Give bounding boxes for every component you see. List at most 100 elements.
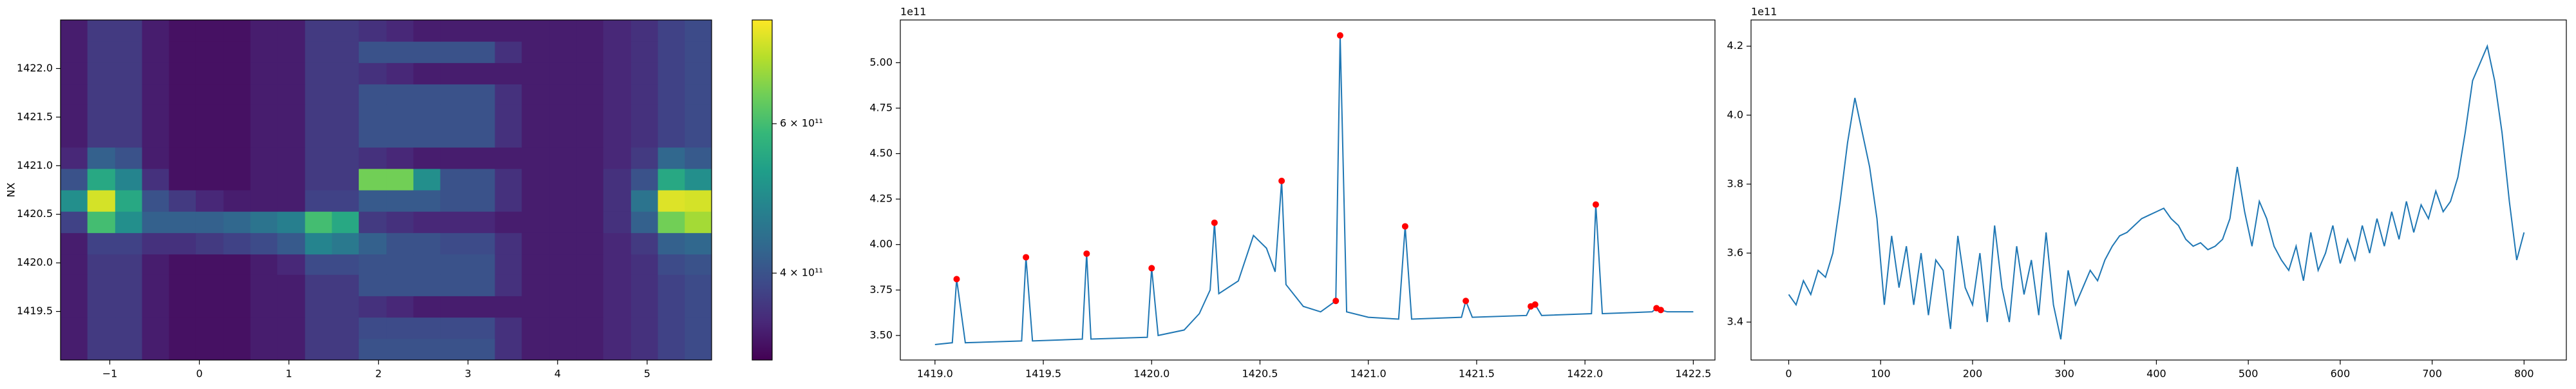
heatmap-cell (115, 296, 143, 318)
heatmap-cell (332, 84, 359, 105)
heatmap-cell (277, 41, 306, 63)
heatmap-cell (685, 147, 712, 169)
heatmap-cell (685, 338, 712, 360)
y-tick-label: 1421.5 (17, 110, 53, 122)
heatmap-cell (685, 232, 712, 255)
heatmap-cell (630, 296, 659, 318)
heatmap-cell (169, 41, 196, 63)
y-tick-label: 3.6 (1727, 246, 1743, 258)
heatmap-cell (468, 104, 495, 126)
heatmap-cell (603, 317, 632, 339)
heatmap-cell (468, 41, 495, 63)
heatmap-cell (305, 211, 332, 233)
heatmap-cell (87, 126, 116, 148)
heatmap-cell (576, 41, 604, 63)
heatmap-cell (522, 84, 550, 105)
x-tick-label: 5 (644, 368, 650, 380)
heatmap-cell (305, 338, 332, 360)
heatmap-cell (440, 211, 469, 233)
heatmap-cell (495, 104, 522, 126)
heatmap-cell (332, 41, 359, 63)
peak-marker (1657, 307, 1664, 314)
heatmap-cell (142, 104, 169, 126)
heatmap-cell (468, 254, 495, 275)
heatmap-cell (495, 211, 522, 233)
heatmap-cell (386, 104, 414, 126)
heatmap-cell (386, 317, 414, 339)
heatmap-cell (277, 62, 306, 85)
heatmap-cell (522, 62, 550, 85)
heatmap-cell (549, 274, 577, 296)
heatmap-cell (142, 62, 169, 85)
heatmap-cell (495, 274, 522, 296)
y-tick-label: 3.8 (1727, 177, 1743, 189)
heatmap-cell (630, 104, 659, 126)
heatmap-cell (250, 211, 278, 233)
x-tick-label: 3 (465, 368, 471, 380)
heatmap-cell (386, 147, 414, 169)
x-tick-label: 400 (2146, 368, 2166, 380)
heatmap-cell (87, 168, 116, 191)
peak-marker (1023, 254, 1030, 261)
heatmap-cell (440, 104, 469, 126)
x-tick-label: −1 (102, 368, 118, 380)
heatmap-cell (413, 296, 441, 318)
heatmap-cell (685, 317, 712, 339)
x-tick-label: 1421.0 (1350, 368, 1387, 380)
heatmap-cell (169, 104, 196, 126)
heatmap-cell (142, 232, 169, 255)
heatmap-cell (169, 168, 196, 191)
line (1788, 44, 2525, 340)
heatmap-cell (61, 147, 88, 169)
heatmap-cell (413, 168, 441, 191)
heatmap-cell (195, 317, 224, 339)
heatmap-cell (223, 296, 251, 318)
heatmap-cell (549, 296, 577, 318)
heatmap-cell (169, 147, 196, 169)
heatmap-cell (87, 274, 116, 296)
heatmap-cell (468, 20, 495, 42)
heatmap-cell (195, 274, 224, 296)
heatmap-cell (549, 126, 577, 148)
heatmap-cell (468, 126, 495, 148)
heatmap-cell (223, 274, 251, 296)
heatmap-cell (468, 232, 495, 255)
heatmap-cell (495, 190, 522, 212)
x-tick-label: 1420.5 (1242, 368, 1278, 380)
x-tick-label: 100 (1871, 368, 1891, 380)
heatmap-cell (195, 254, 224, 275)
heatmap-cell (195, 168, 224, 191)
heatmap-cell (250, 126, 278, 148)
heatmap-cell (576, 274, 604, 296)
heatmap-cell (250, 104, 278, 126)
heatmap-cell (386, 168, 414, 191)
heatmap-cell (603, 232, 632, 255)
heatmap-cell (658, 62, 685, 85)
heatmap-cell (169, 126, 196, 148)
heatmap-cell (413, 317, 441, 339)
colorbar-tick-label: 4 × 10¹¹ (780, 267, 823, 279)
heatmap-cell (195, 126, 224, 148)
heatmap-cell (549, 190, 577, 212)
heatmap-cell (440, 168, 469, 191)
heatmap-cell (277, 104, 306, 126)
heatmap-cell (305, 296, 332, 318)
heatmap-cell (61, 338, 88, 360)
heatmap-cell (250, 168, 278, 191)
heatmap-cell (61, 126, 88, 148)
heatmap-cell (630, 126, 659, 148)
heatmap-cell (250, 232, 278, 255)
heatmap-cell (142, 274, 169, 296)
heatmap-cell (87, 104, 116, 126)
heatmap-cell (87, 338, 116, 360)
heatmap-cell (386, 62, 414, 85)
heatmap-cell (87, 20, 116, 42)
heatmap-cell (468, 190, 495, 212)
heatmap-cell (277, 126, 306, 148)
heatmap-cell (549, 168, 577, 191)
heatmap-cell (413, 20, 441, 42)
heatmap-cell (468, 274, 495, 296)
heatmap-cell (142, 211, 169, 233)
heatmap-cell (142, 338, 169, 360)
heatmap-cell (169, 62, 196, 85)
